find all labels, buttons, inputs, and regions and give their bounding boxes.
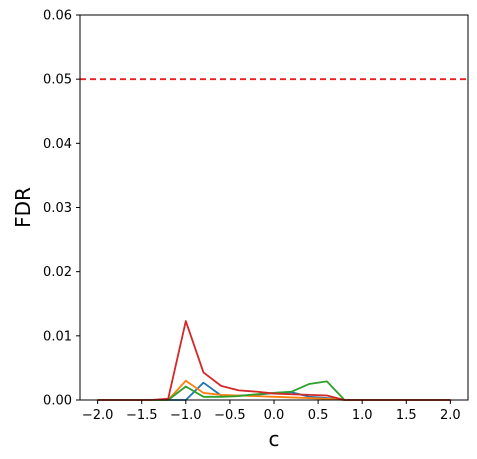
series-line-4	[97, 320, 451, 401]
y-tick-label: 0.01	[43, 329, 72, 344]
x-axis-label: c	[269, 427, 280, 451]
y-tick-label: 0.06	[43, 9, 72, 24]
y-axis-label: FDR	[11, 187, 35, 228]
y-tick-label: 0.02	[43, 265, 72, 280]
series-line-2	[97, 379, 451, 401]
series-layer	[97, 320, 451, 401]
x-tick-label: −1.0	[170, 408, 202, 423]
x-tick-label: 1.5	[396, 408, 417, 423]
y-axis: 0.00 0.01 0.02 0.03 0.04 0.05 0.06	[43, 9, 80, 409]
y-tick-label: 0.04	[43, 137, 72, 152]
plot-frame	[79, 14, 469, 401]
x-tick-label: 0.5	[308, 408, 329, 423]
x-tick-label: −0.5	[214, 408, 246, 423]
y-tick-label: 0.03	[43, 201, 72, 216]
x-axis: −2.0 −1.5 −1.0 −0.5 0.0 0.5 1.0 1.5 2.0	[82, 400, 461, 423]
x-tick-label: 2.0	[440, 408, 461, 423]
x-tick-label: −1.5	[126, 408, 158, 423]
x-tick-label: 1.0	[352, 408, 373, 423]
y-tick-label: 0.05	[43, 73, 72, 88]
x-tick-label: 0.0	[264, 408, 285, 423]
x-tick-label: −2.0	[82, 408, 114, 423]
y-tick-label: 0.00	[43, 394, 72, 409]
